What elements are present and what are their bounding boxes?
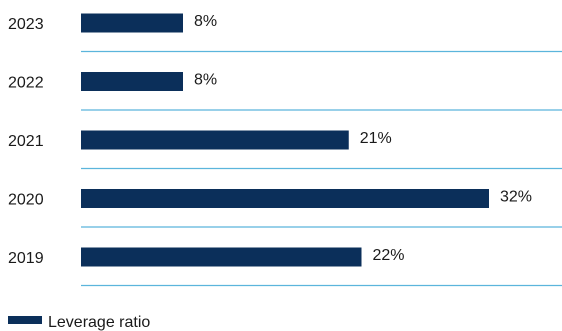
data-label: 8% — [194, 72, 217, 89]
category-label: 2022 — [8, 75, 44, 92]
legend-swatch — [8, 316, 42, 324]
category-label: 2023 — [8, 16, 44, 33]
bar — [81, 13, 183, 33]
data-label: 22% — [373, 247, 405, 264]
category-label: 2021 — [8, 133, 44, 150]
data-label: 32% — [500, 189, 532, 206]
data-label: 8% — [194, 13, 217, 30]
category-label: 2020 — [8, 192, 44, 209]
bar — [81, 130, 349, 150]
bar — [81, 72, 183, 91]
data-label: 21% — [360, 130, 392, 147]
legend: Leverage ratio — [8, 314, 150, 331]
chart-rows: 2023 8% 2022 8% 2021 21% 2020 32% 2019 22% — [8, 13, 562, 287]
legend-label: Leverage ratio — [48, 314, 150, 331]
bar — [81, 247, 362, 267]
bar — [81, 189, 489, 208]
category-label: 2019 — [8, 250, 44, 267]
